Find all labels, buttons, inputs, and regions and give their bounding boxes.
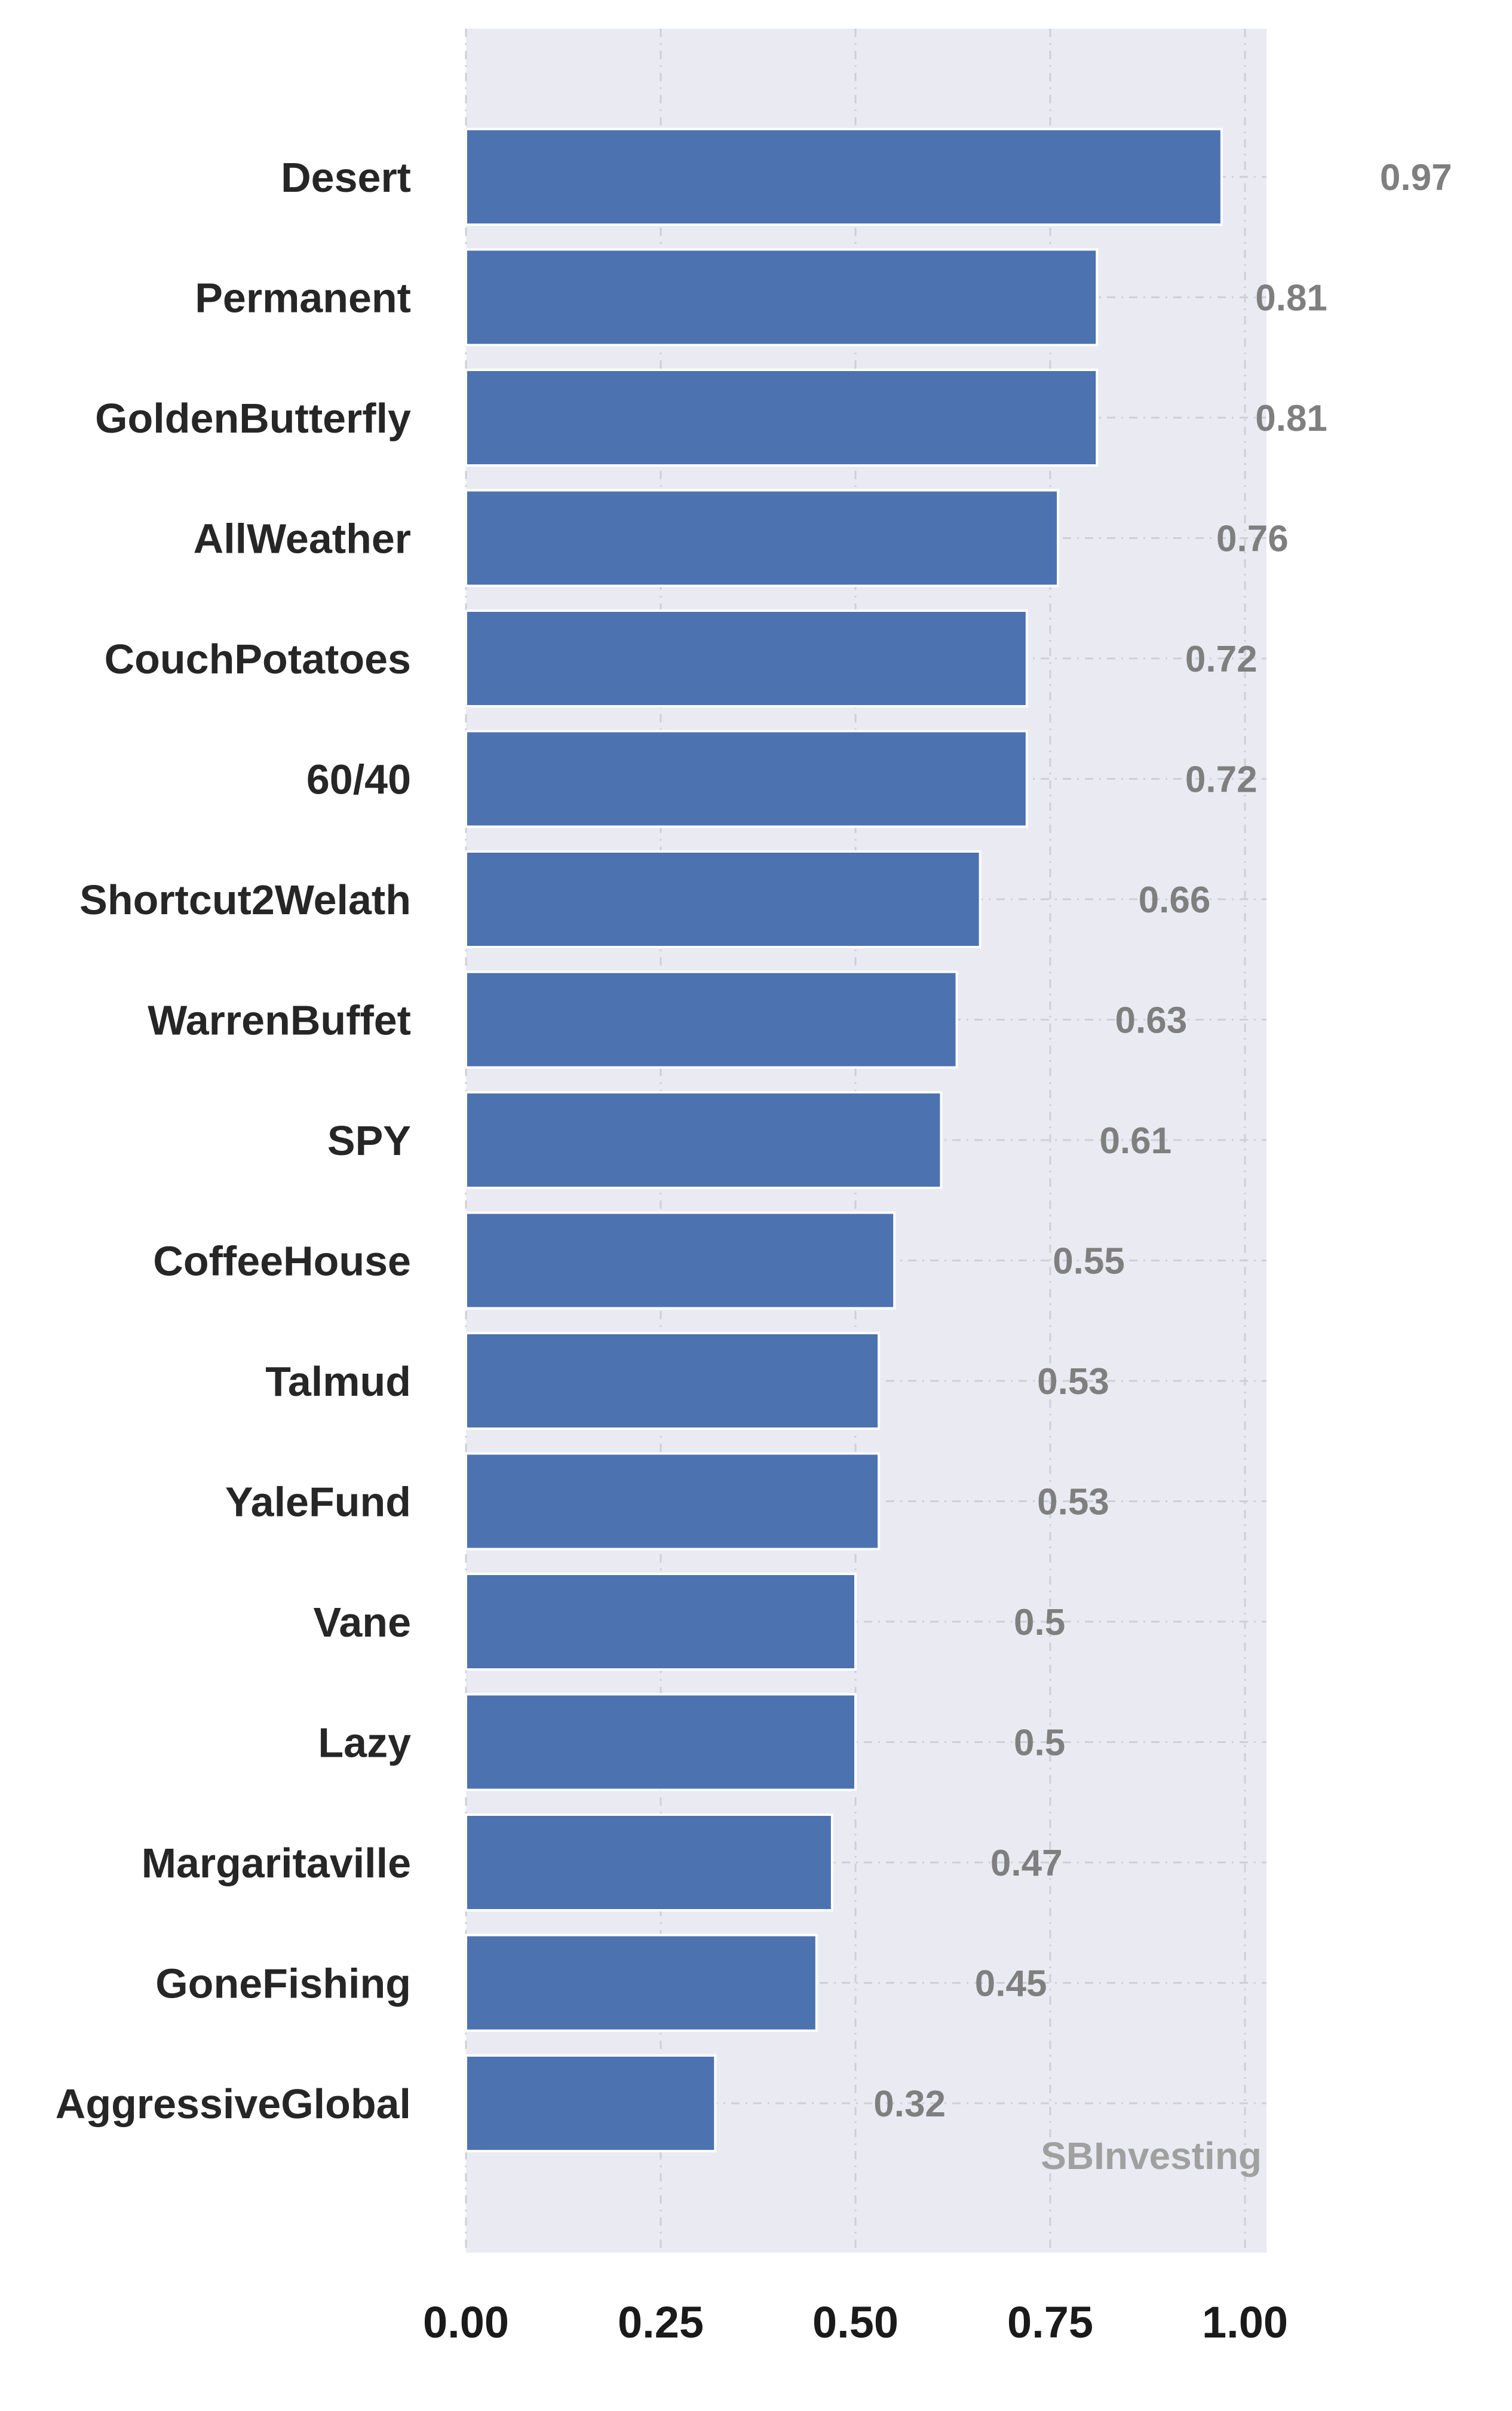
- watermark: SBInvesting: [1041, 2134, 1262, 2177]
- value-label: 0.66: [1139, 880, 1211, 921]
- bar: [465, 1091, 943, 1189]
- category-label: Shortcut2Welath: [79, 877, 411, 923]
- category-label: Lazy: [318, 1720, 411, 1766]
- bar: [465, 2054, 717, 2152]
- value-label: 0.72: [1185, 759, 1258, 801]
- value-label: 0.61: [1099, 1120, 1171, 1162]
- category-label: CoffeeHouse: [153, 1238, 411, 1285]
- value-label: 0.53: [1037, 1361, 1109, 1402]
- category-label: Margaritaville: [142, 1840, 411, 1886]
- category-label: WarrenBuffet: [148, 997, 411, 1044]
- value-label: 0.45: [975, 1963, 1047, 2005]
- value-label: 0.72: [1185, 639, 1258, 680]
- bar: [465, 850, 982, 948]
- value-label: 0.63: [1115, 1000, 1188, 1041]
- bars: [465, 128, 1223, 2152]
- x-tick-label: 0.75: [1007, 2297, 1093, 2347]
- value-label: 0.47: [990, 1843, 1063, 1884]
- value-label: 0.5: [1014, 1723, 1065, 1764]
- value-label: 0.76: [1216, 519, 1289, 560]
- category-label: SPY: [327, 1117, 411, 1164]
- x-tick-label: 0.00: [423, 2297, 509, 2347]
- value-label: 0.5: [1014, 1602, 1065, 1643]
- value-label: 0.81: [1255, 278, 1327, 319]
- bar: [465, 609, 1028, 707]
- bar: [465, 1452, 881, 1551]
- category-label: GoneFishing: [155, 1960, 411, 2007]
- x-tick-label: 0.25: [618, 2297, 704, 2347]
- value-labels: 0.97 0.81 0.81 0.76 0.72 0.72 0.66 0.63 0.61 0.55…: [873, 157, 1452, 2125]
- category-label: YaleFund: [225, 1479, 411, 1525]
- x-tick-label: 1.00: [1202, 2297, 1288, 2347]
- value-label: 0.81: [1255, 398, 1327, 439]
- category-label: Vane: [314, 1599, 411, 1646]
- bar: [465, 489, 1060, 587]
- value-label: 0.55: [1053, 1241, 1125, 1282]
- category-label: CouchPotatoes: [105, 636, 411, 682]
- bar: [465, 1332, 881, 1430]
- category-label: 60/40: [306, 756, 411, 803]
- bar: [465, 970, 958, 1069]
- bar: [465, 1813, 833, 1911]
- x-tick-label: 0.50: [812, 2297, 898, 2347]
- bar: [465, 730, 1028, 828]
- bar: [465, 128, 1223, 226]
- category-label: Permanent: [195, 275, 411, 321]
- value-label: 0.32: [873, 2084, 946, 2125]
- x-tick-labels: 0.00 0.25 0.50 0.75 1.00: [423, 2297, 1288, 2347]
- category-label: AggressiveGlobal: [56, 2081, 411, 2127]
- value-label: 0.53: [1037, 1482, 1109, 1523]
- bar: [465, 1211, 896, 1310]
- category-labels: Desert Permanent GoldenButterfly AllWeather…: [56, 154, 411, 2127]
- bar: [465, 1693, 857, 1791]
- bar: [465, 1573, 857, 1671]
- bar: [465, 248, 1099, 347]
- category-label: Talmud: [265, 1358, 411, 1405]
- value-label: 0.97: [1380, 157, 1452, 198]
- bar: [465, 369, 1099, 467]
- category-label: Desert: [281, 154, 411, 201]
- category-label: GoldenButterfly: [95, 395, 411, 442]
- bar: [465, 1934, 818, 2032]
- category-label: AllWeather: [194, 516, 411, 562]
